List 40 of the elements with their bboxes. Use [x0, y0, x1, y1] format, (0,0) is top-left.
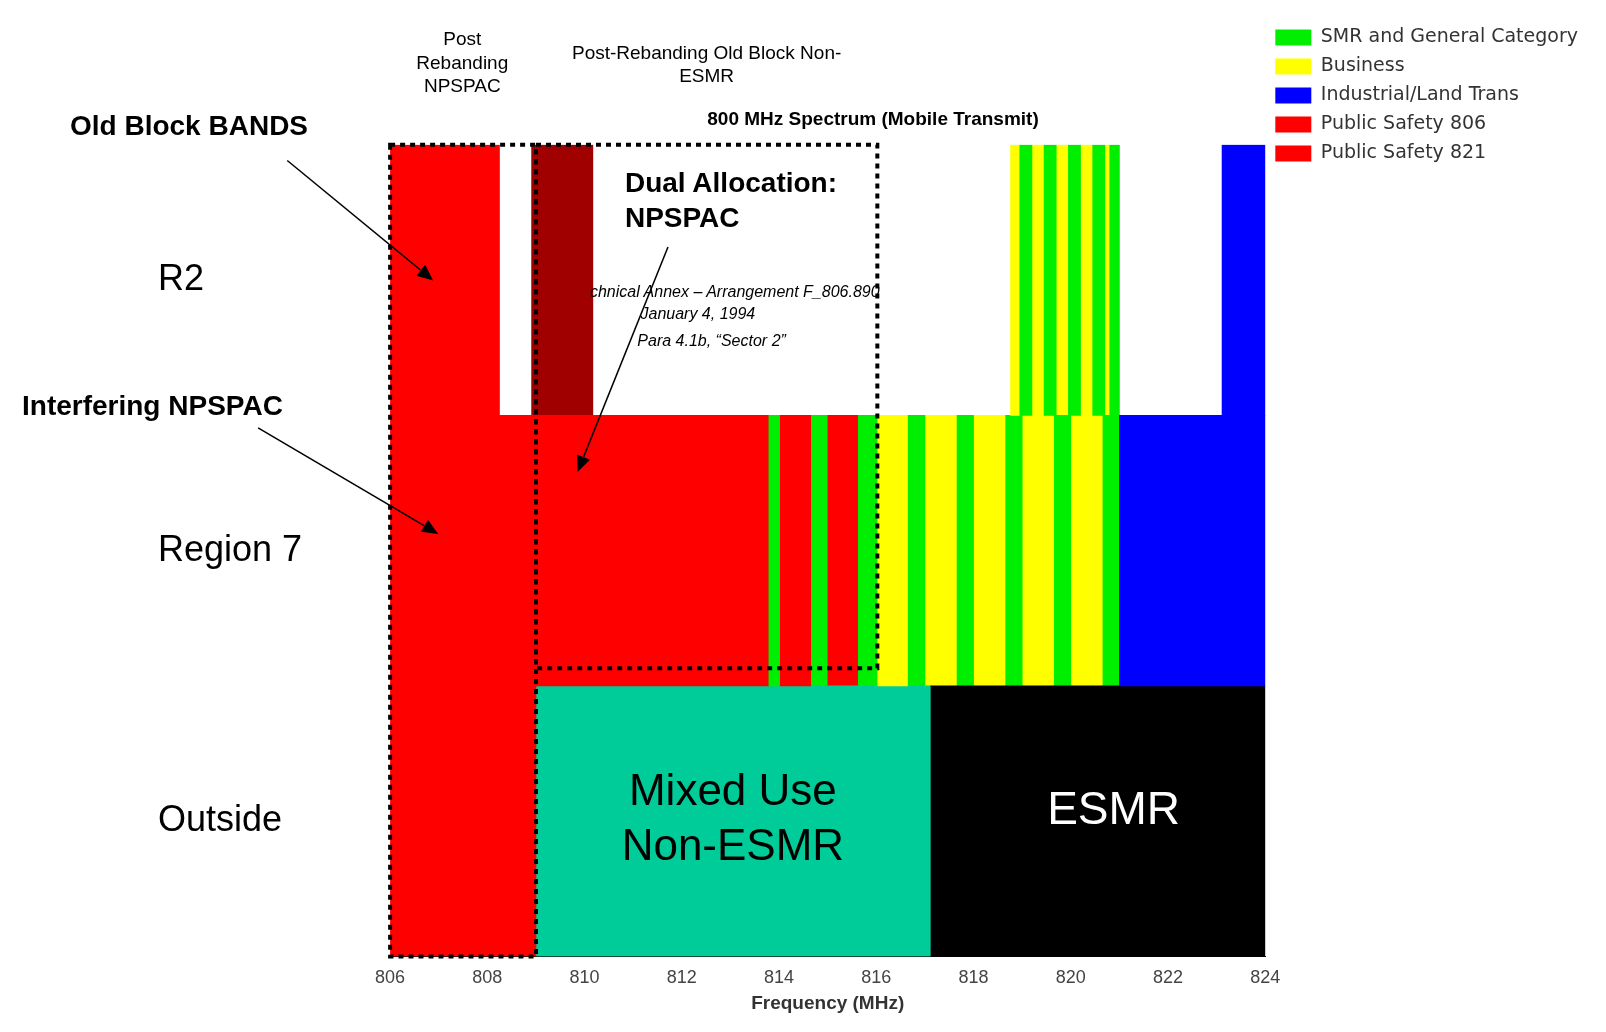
- bar: [924, 415, 958, 687]
- annotation: Mixed Use Non-ESMR: [620, 763, 846, 871]
- annotation: ESMR: [1046, 780, 1182, 836]
- x-tick-label: 810: [569, 967, 600, 988]
- text: Old Block BANDS: [70, 109, 309, 143]
- bar: [810, 415, 828, 687]
- bar: [907, 415, 926, 687]
- legend-label: Public Safety 806: [1320, 111, 1487, 134]
- bar: [768, 415, 780, 687]
- x-tick-label: 822: [1153, 967, 1184, 988]
- legend-label: Public Safety 821: [1320, 140, 1487, 163]
- annotation: Dual Allocation: NPSPAC: [624, 166, 838, 236]
- x-tick-label: 806: [375, 967, 406, 988]
- bar: [779, 415, 812, 687]
- x-tick-label: 818: [958, 967, 989, 988]
- x-tick-label: 816: [861, 967, 892, 988]
- bar: [956, 415, 974, 687]
- x-tick-label: 824: [1250, 967, 1281, 988]
- text: Post Rebanding NPSPAC: [415, 26, 510, 99]
- bar: [826, 415, 859, 687]
- bar: [973, 415, 1006, 687]
- x-tick-label: 820: [1055, 967, 1086, 988]
- x-tick-label: 812: [666, 967, 697, 988]
- bar: [1010, 144, 1021, 416]
- bar: [929, 685, 1266, 957]
- text: Post-Rebanding Old Block Non-ESMR: [570, 40, 843, 89]
- y-tick-label: Outside: [158, 798, 283, 840]
- text: Interfering NPSPAC: [22, 389, 283, 423]
- bar: [877, 415, 908, 687]
- annotation: Para 4.1b, “Sector 2”: [637, 331, 786, 352]
- annotation: January 4, 1994: [639, 303, 757, 324]
- legend-label: Industrial/Land Trans: [1320, 82, 1519, 105]
- y-tick-label: R2: [158, 256, 205, 298]
- y-tick-label: Region 7: [158, 527, 303, 569]
- x-tick-label: 814: [764, 967, 795, 988]
- legend-label: SMR and General Category: [1320, 24, 1578, 47]
- x-tick-label: 808: [472, 967, 503, 988]
- x-axis-title: Frequency (MHz): [751, 991, 905, 1013]
- legend-label: Business: [1320, 53, 1405, 76]
- chart-title: 800 MHz Spectrum (Mobile Transmit): [707, 107, 1039, 129]
